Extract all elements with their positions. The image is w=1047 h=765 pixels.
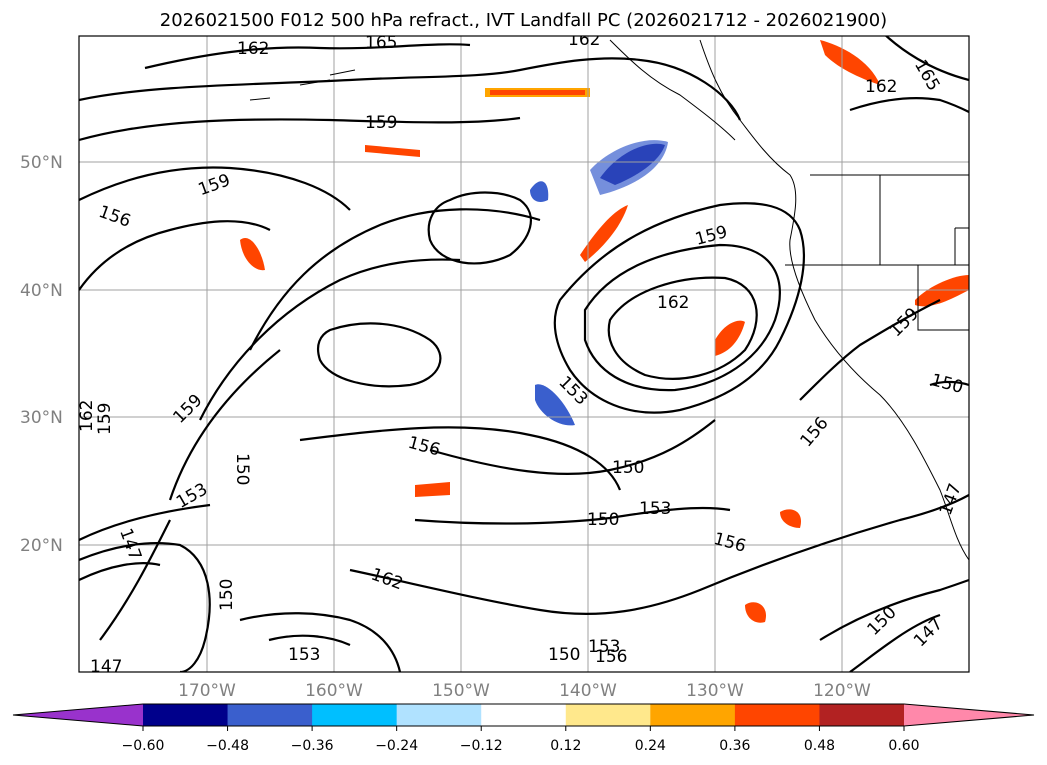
positive-field-south [745, 602, 766, 623]
colorbar-tick-label: 0.24 [635, 738, 666, 754]
contour-label: 162 [657, 293, 689, 313]
map-background [79, 36, 969, 672]
contour-label: 147 [90, 657, 122, 677]
colorbar: −0.60 −0.48 −0.36 −0.24 −0.12 0.12 0.24 0.36 0.4… [12, 703, 1035, 754]
colorbar-segment [143, 704, 229, 726]
colorbar-tick-label: −0.24 [375, 738, 418, 754]
contour-label: 153 [288, 645, 320, 665]
positive-field-west [240, 238, 265, 271]
colorbar-segment [565, 704, 651, 726]
colorbar-segment [312, 704, 398, 726]
colorbar-tick-label: −0.48 [206, 738, 249, 754]
lon-label: 140°W [559, 681, 617, 701]
lon-label: 150°W [432, 681, 490, 701]
contour-label: 150 [587, 510, 619, 530]
latitude-labels: 50°N 40°N 30°N 20°N [20, 153, 63, 556]
contour-label: 150 [217, 579, 237, 611]
colorbar-segment [734, 704, 820, 726]
contour-label: 156 [595, 647, 627, 667]
coastlines [249, 39, 969, 561]
contour-label: 150 [548, 645, 580, 665]
positive-field-nw [365, 145, 420, 157]
contour-label: 150 [232, 453, 252, 485]
contour-label: 153 [588, 637, 620, 657]
colorbar-tick-label: −0.36 [291, 738, 334, 754]
colorbar-segment [819, 704, 905, 726]
colorbar-tick-label: 0.48 [804, 738, 835, 754]
contour-label: 165 [365, 33, 397, 53]
contour-label: 162 [77, 400, 97, 432]
longitude-labels: 170°W 160°W 150°W 140°W 130°W 120°W [178, 681, 871, 701]
positive-field-east [715, 320, 745, 356]
colorbar-segment [396, 704, 482, 726]
contour-label: 162 [568, 30, 600, 50]
colorbar-segment [481, 704, 567, 726]
contour-label: 153 [639, 499, 671, 519]
lat-label: 40°N [20, 281, 63, 301]
lon-label: 170°W [178, 681, 236, 701]
colorbar-tick-label: 0.36 [719, 738, 750, 754]
lat-label: 50°N [20, 153, 63, 173]
colorbar-tick-label: 0.12 [550, 738, 581, 754]
positive-field-ne [820, 40, 880, 85]
colorbar-tick-label: −0.60 [122, 738, 165, 754]
colorbar-tick-label: −0.12 [460, 738, 503, 754]
refractivity-shading [240, 40, 969, 623]
colorbar-segment [227, 704, 313, 726]
map-frame [78, 35, 970, 673]
lon-label: 130°W [686, 681, 744, 701]
lon-label: 120°W [813, 681, 871, 701]
colorbar-tick-label: 0.60 [888, 738, 919, 754]
graticule [79, 36, 969, 672]
positive-field-orange [580, 205, 628, 262]
contour-label: 162 [237, 39, 269, 59]
lon-label: 160°W [305, 681, 363, 701]
lat-label: 30°N [20, 408, 63, 428]
colorbar-segment [650, 704, 736, 726]
positive-field-center [415, 482, 450, 497]
positive-field-north-core [490, 90, 585, 95]
contour-label: 150 [612, 458, 644, 478]
positive-field-se [780, 509, 801, 528]
negative-field-blue [590, 140, 668, 195]
negative-field-mid [530, 181, 549, 202]
contour-label: 159 [365, 113, 397, 133]
contour-label: 162 [865, 77, 897, 97]
colorbar-extend-min [13, 704, 143, 726]
contour-label: 159 [95, 403, 115, 435]
colorbar-extend-max [904, 704, 1034, 726]
positive-field-california [915, 275, 969, 307]
lat-label: 20°N [20, 536, 63, 556]
refractivity-contours [79, 36, 969, 672]
negative-field-center [535, 384, 575, 426]
map-title: 2026021500 F012 500 hPa refract., IVT La… [159, 10, 888, 31]
